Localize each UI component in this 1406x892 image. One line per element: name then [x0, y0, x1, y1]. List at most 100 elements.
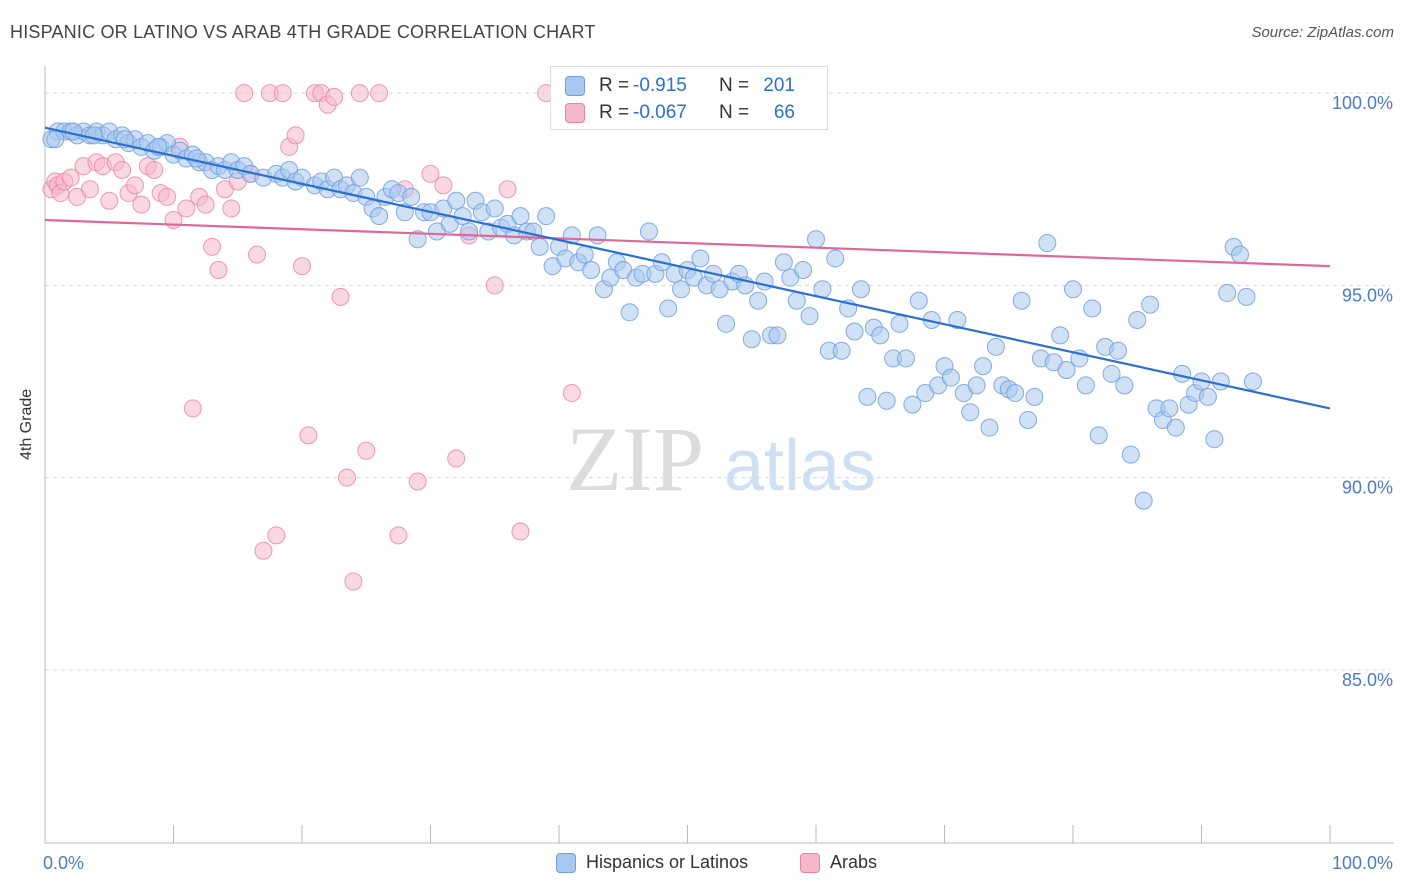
data-point-hispanics	[717, 314, 736, 333]
data-point-arabs	[562, 384, 581, 403]
y-tick-labels: 85.0% 90.0% 95.0% 100.0%	[1332, 93, 1393, 690]
data-point-arabs	[331, 287, 350, 306]
data-point-hispanics	[807, 230, 825, 249]
x-tick-labels: 0.0% 100.0%	[43, 853, 1393, 873]
data-point-hispanics	[851, 280, 870, 299]
data-point-hispanics	[832, 341, 851, 360]
data-point-arabs	[370, 84, 389, 103]
data-point-hispanics	[1038, 234, 1057, 253]
data-point-hispanics	[537, 207, 556, 226]
data-point-arabs	[485, 276, 504, 295]
data-point-arabs	[350, 84, 369, 103]
data-point-hispanics	[858, 387, 877, 406]
data-point-hispanics	[485, 199, 504, 218]
data-point-hispanics	[1019, 410, 1038, 429]
legend-swatch-blue	[556, 852, 576, 873]
data-point-hispanics	[1231, 245, 1250, 264]
data-point-hispanics	[1012, 291, 1031, 310]
data-point-arabs	[299, 426, 318, 445]
data-point-arabs	[203, 237, 222, 256]
data-point-hispanics	[691, 249, 710, 268]
data-point-hispanics	[794, 260, 813, 279]
data-point-hispanics	[980, 418, 999, 437]
data-point-hispanics	[1237, 287, 1256, 306]
data-point-hispanics	[890, 314, 909, 333]
data-point-hispanics	[967, 376, 986, 395]
data-point-hispanics	[749, 291, 768, 310]
data-point-arabs	[293, 257, 311, 276]
legend-item-hispanics[interactable]: Hispanics or Latinos	[556, 852, 748, 873]
data-point-hispanics	[672, 280, 691, 299]
trend-lines	[44, 126, 1331, 410]
data-point-arabs	[196, 195, 215, 214]
series-legend: Hispanics or Latinos Arabs	[0, 852, 1406, 878]
y-tick-label: 85.0%	[1342, 670, 1393, 690]
data-point-hispanics	[1160, 399, 1179, 418]
data-point-hispanics	[530, 237, 549, 256]
legend-r-value: -0.915	[633, 75, 687, 96]
data-point-arabs	[267, 526, 286, 545]
data-point-arabs	[177, 199, 196, 218]
data-point-arabs	[273, 84, 292, 103]
data-point-hispanics	[948, 310, 967, 329]
data-point-arabs	[337, 468, 356, 487]
y-tick-label: 95.0%	[1342, 285, 1393, 305]
data-point-hispanics	[588, 226, 607, 245]
data-point-arabs	[286, 126, 305, 145]
data-point-hispanics	[575, 245, 594, 264]
data-point-hispanics	[877, 391, 896, 410]
y-tick-label: 90.0%	[1342, 478, 1393, 498]
data-point-hispanics	[620, 303, 639, 322]
legend-item-arabs[interactable]: Arabs	[800, 852, 877, 873]
data-point-hispanics	[742, 330, 761, 349]
data-point-arabs	[209, 260, 228, 279]
data-point-arabs	[254, 541, 273, 560]
data-point-arabs	[447, 449, 466, 468]
data-point-arabs	[421, 164, 440, 183]
chart-title: HISPANIC OR LATINO VS ARAB 4TH GRADE COR…	[10, 22, 596, 42]
legend-row-arabs: R = -0.067 N = 66	[565, 100, 795, 126]
data-point-arabs	[145, 160, 164, 179]
legend-swatch-pink	[565, 103, 585, 123]
data-point-hispanics	[826, 249, 845, 268]
data-point-hispanics	[1006, 384, 1025, 403]
data-point-arabs	[408, 472, 427, 491]
data-point-hispanics	[370, 207, 389, 226]
data-point-hispanics	[974, 357, 993, 376]
legend-n-label: N =	[719, 102, 750, 123]
hispanics-points	[42, 122, 1262, 510]
data-point-hispanics	[1121, 445, 1140, 464]
data-point-hispanics	[1166, 418, 1185, 437]
data-point-hispanics	[1089, 426, 1108, 445]
data-point-hispanics	[1211, 372, 1230, 391]
data-point-arabs	[357, 441, 376, 460]
data-point-hispanics	[402, 187, 421, 206]
data-point-arabs	[389, 526, 408, 545]
data-point-hispanics	[871, 326, 890, 345]
trend-line-hispanics	[44, 126, 1331, 410]
y-tick-label: 100.0%	[1332, 93, 1393, 113]
data-point-arabs	[498, 180, 517, 199]
data-point-hispanics	[453, 207, 472, 226]
legend-n-label: N =	[719, 75, 750, 96]
data-point-hispanics	[350, 168, 369, 187]
data-point-hispanics	[447, 191, 466, 210]
arabs-points	[42, 84, 620, 591]
data-point-hispanics	[1243, 372, 1262, 391]
legend-n-value: 66	[773, 102, 795, 123]
data-point-arabs	[80, 180, 99, 199]
watermark: ZIP atlas	[566, 408, 876, 510]
data-point-hispanics	[800, 307, 819, 326]
data-point-hispanics	[659, 299, 678, 318]
data-point-arabs	[344, 572, 363, 591]
data-point-hispanics	[787, 291, 806, 310]
data-point-hispanics	[1205, 430, 1224, 449]
legend-swatch-blue	[565, 76, 585, 96]
data-point-hispanics	[1115, 376, 1134, 395]
data-point-arabs	[248, 245, 267, 264]
data-point-arabs	[61, 168, 80, 187]
data-point-arabs	[325, 87, 344, 106]
watermark-atlas: atlas	[724, 426, 876, 506]
data-point-arabs	[434, 176, 453, 195]
